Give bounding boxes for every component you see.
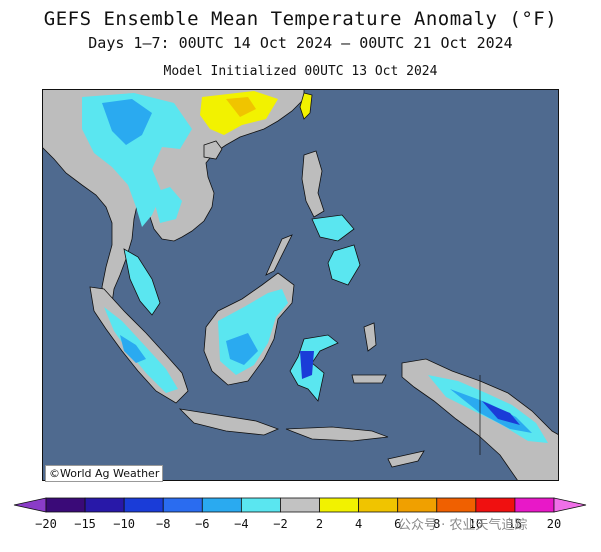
- colorbar-tick-label: 6: [394, 517, 401, 531]
- colorbar: −20 −15 −10 −8 −6 −4 −2 2 4 6 8 10 15 20: [0, 494, 601, 548]
- colorbar-swatch: [358, 497, 399, 513]
- colorbar-swatch: [319, 497, 360, 513]
- colorbar-swatch: [397, 497, 438, 513]
- colorbar-tick-label: 15: [508, 517, 522, 531]
- colorbar-swatch: [436, 497, 477, 513]
- land-seram: [351, 374, 387, 384]
- colorbar-arrow-left: [13, 497, 47, 513]
- land-lesser-sunda: [285, 426, 389, 442]
- watermark: 公众号 · 农业天气追踪: [398, 518, 528, 533]
- anomaly-warm-china-hot: [226, 97, 256, 117]
- anomaly-cool-myanmar: [102, 99, 152, 145]
- land-timor: [387, 450, 425, 468]
- forecast-period: Days 1–7: 00UTC 14 Oct 2024 – 00UTC 21 O…: [88, 34, 513, 52]
- colorbar-tick-label: −4: [234, 517, 248, 531]
- anomaly-cold-sulawesi: [300, 351, 314, 379]
- map-frame: [42, 89, 559, 481]
- anomaly-cooler-sumatra: [120, 335, 146, 363]
- anomaly-map: [42, 89, 559, 481]
- colorbar-swatch: [475, 497, 516, 513]
- colorbar-tick-label: 20: [547, 517, 561, 531]
- anomaly-cool-vietnam: [152, 187, 182, 223]
- land-halmahera: [363, 322, 377, 352]
- model-init-time: Model Initialized 00UTC 13 Oct 2024: [163, 64, 438, 79]
- colorbar-swatch: [45, 497, 86, 513]
- colorbar-tick-label: −2: [273, 517, 287, 531]
- land-taiwan: [299, 92, 313, 120]
- anomaly-coldest-new-guinea: [482, 401, 520, 425]
- colorbar-arrow-right: [553, 497, 587, 513]
- land-mindanao: [327, 244, 361, 286]
- colorbar-swatch: [162, 497, 203, 513]
- colorbar-swatch: [240, 497, 281, 513]
- colorbar-tick-label: −10: [113, 517, 135, 531]
- map-canvas: [42, 89, 559, 481]
- colorbar-swatch: [123, 497, 164, 513]
- colorbar-tick-label: −15: [74, 517, 96, 531]
- anomaly-cold-sumatra: [104, 307, 178, 393]
- colorbar-swatch: [514, 497, 555, 513]
- land-malay-peninsula: [123, 248, 161, 316]
- land-hainan: [203, 140, 223, 160]
- land-luzon: [301, 150, 325, 218]
- anomaly-cold-mainland: [82, 93, 192, 227]
- colorbar-tick-label: −8: [156, 517, 170, 531]
- colorbar-swatch: [280, 497, 320, 513]
- colorbar-svg: −20 −15 −10 −8 −6 −4 −2 2 4 6 8 10 15 20: [13, 497, 587, 531]
- colorbar-tick-label: 8: [433, 517, 440, 531]
- colorbar-tick-label: 4: [355, 517, 362, 531]
- colorbar-tick-label: −20: [35, 517, 57, 531]
- land-visayas: [311, 214, 355, 242]
- map-title: GEFS Ensemble Mean Temperature Anomaly (…: [43, 8, 558, 30]
- anomaly-cooler-borneo: [226, 333, 258, 365]
- land-java: [178, 408, 280, 436]
- colorbar-tick-label: −6: [195, 517, 209, 531]
- colorbar-tick-label: 2: [316, 517, 323, 531]
- land-palawan: [265, 234, 293, 276]
- colorbar-tick-label: 10: [469, 517, 483, 531]
- map-credit: ©World Ag Weather: [45, 465, 164, 482]
- colorbar-swatch: [201, 497, 242, 513]
- colorbar-swatch: [84, 497, 125, 513]
